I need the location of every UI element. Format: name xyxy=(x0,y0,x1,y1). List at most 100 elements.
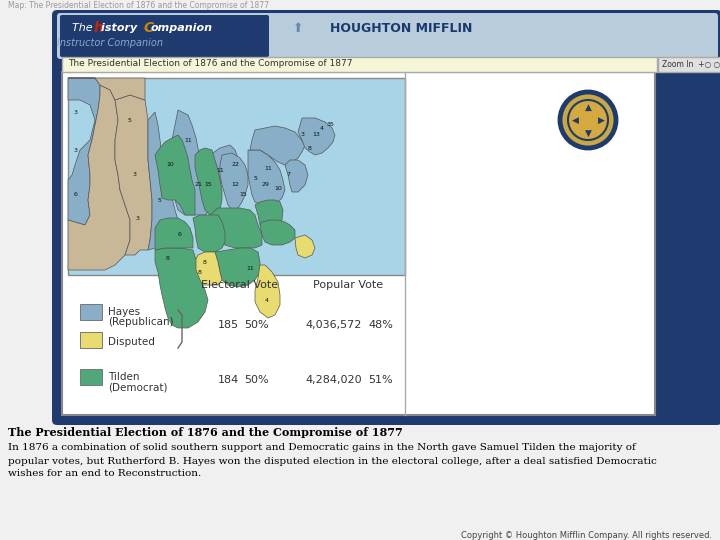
Text: Map: The Presidential Election of 1876 and the Compromise of 1877: Map: The Presidential Election of 1876 a… xyxy=(8,1,269,10)
Text: 22: 22 xyxy=(231,163,239,167)
Circle shape xyxy=(568,100,608,140)
Polygon shape xyxy=(168,110,218,215)
Polygon shape xyxy=(193,215,225,252)
Polygon shape xyxy=(155,135,195,215)
Text: istory: istory xyxy=(101,23,141,33)
Text: 3: 3 xyxy=(74,147,78,152)
Text: Popular Vote: Popular Vote xyxy=(313,280,383,290)
Polygon shape xyxy=(215,248,260,287)
Polygon shape xyxy=(195,148,222,215)
Text: 29: 29 xyxy=(261,183,269,187)
Text: Hayes: Hayes xyxy=(108,307,140,317)
Text: The Presidential Election of 1876 and the Compromise of 1877: The Presidential Election of 1876 and th… xyxy=(8,428,402,438)
Text: The: The xyxy=(72,23,96,33)
Text: 11: 11 xyxy=(216,167,224,172)
Text: h: h xyxy=(94,21,104,35)
Polygon shape xyxy=(255,200,283,232)
Text: 4: 4 xyxy=(320,125,324,131)
Polygon shape xyxy=(155,248,208,328)
Bar xyxy=(68,78,405,275)
Text: 50%: 50% xyxy=(244,375,269,385)
Polygon shape xyxy=(208,145,238,195)
Polygon shape xyxy=(68,85,130,270)
Text: Disputed: Disputed xyxy=(108,337,155,347)
Text: 48%: 48% xyxy=(368,320,393,330)
Polygon shape xyxy=(148,112,178,250)
Text: ▶: ▶ xyxy=(598,116,604,125)
Text: 15: 15 xyxy=(239,192,247,198)
Polygon shape xyxy=(255,265,280,318)
Polygon shape xyxy=(193,252,222,285)
Text: 4,284,020: 4,284,020 xyxy=(305,375,361,385)
Text: 15: 15 xyxy=(204,183,212,187)
Text: (Republican): (Republican) xyxy=(108,317,174,327)
Text: 5: 5 xyxy=(253,176,257,180)
Text: 35: 35 xyxy=(326,123,334,127)
Polygon shape xyxy=(285,160,308,192)
Bar xyxy=(80,369,102,385)
Text: Copyright © Houghton Mifflin Company. All rights reserved.: Copyright © Houghton Mifflin Company. Al… xyxy=(461,530,712,539)
Text: 12: 12 xyxy=(231,183,239,187)
Circle shape xyxy=(560,92,616,148)
FancyBboxPatch shape xyxy=(60,15,269,57)
Text: 13: 13 xyxy=(312,132,320,138)
Text: 8: 8 xyxy=(166,255,170,260)
Bar xyxy=(658,57,720,72)
Text: 8: 8 xyxy=(198,269,202,274)
Text: 3: 3 xyxy=(301,132,305,138)
FancyBboxPatch shape xyxy=(52,10,720,425)
Polygon shape xyxy=(248,150,285,205)
Text: ◀: ◀ xyxy=(572,116,578,125)
Text: 11: 11 xyxy=(264,165,272,171)
Text: 3: 3 xyxy=(74,110,78,114)
Text: 8: 8 xyxy=(308,145,312,151)
Text: (Democrat): (Democrat) xyxy=(108,382,168,392)
Text: wishes for an end to Reconstruction.: wishes for an end to Reconstruction. xyxy=(8,469,202,478)
Text: 6: 6 xyxy=(74,192,78,198)
Bar xyxy=(62,72,655,415)
Text: 184: 184 xyxy=(218,375,239,385)
Bar xyxy=(62,57,657,72)
Text: 5: 5 xyxy=(158,198,162,202)
Polygon shape xyxy=(68,78,145,100)
Text: 7: 7 xyxy=(286,172,290,178)
Polygon shape xyxy=(295,235,315,258)
Text: 51%: 51% xyxy=(368,375,392,385)
Text: In 1876 a combination of solid southern support and Democratic gains in the Nort: In 1876 a combination of solid southern … xyxy=(8,443,636,453)
Text: ompanion: ompanion xyxy=(151,23,213,33)
Text: HOUGHTON MIFFLIN: HOUGHTON MIFFLIN xyxy=(330,22,472,35)
Bar xyxy=(80,332,102,348)
Text: 4: 4 xyxy=(265,298,269,302)
Text: 8: 8 xyxy=(203,260,207,265)
Polygon shape xyxy=(250,126,305,165)
Text: Zoom In  +○ ○ ⊙ - Zoom Out: Zoom In +○ ○ ⊙ - Zoom Out xyxy=(662,59,720,69)
Text: 4,036,572: 4,036,572 xyxy=(305,320,361,330)
Text: 6: 6 xyxy=(178,233,182,238)
Text: 10: 10 xyxy=(166,163,174,167)
Polygon shape xyxy=(298,118,335,155)
Polygon shape xyxy=(68,78,100,225)
Text: 3: 3 xyxy=(136,215,140,220)
Text: 185: 185 xyxy=(218,320,239,330)
Text: The Presidential Election of 1876 and the Compromise of 1877: The Presidential Election of 1876 and th… xyxy=(68,59,353,69)
Polygon shape xyxy=(220,153,248,210)
Text: C: C xyxy=(143,21,153,35)
FancyBboxPatch shape xyxy=(57,13,718,59)
Polygon shape xyxy=(155,218,193,250)
Text: Electoral Vote: Electoral Vote xyxy=(202,280,279,290)
Polygon shape xyxy=(210,208,262,248)
Text: 21: 21 xyxy=(194,183,202,187)
Text: Instructor Companion: Instructor Companion xyxy=(57,38,163,48)
Text: 50%: 50% xyxy=(244,320,269,330)
Text: 11: 11 xyxy=(246,266,254,271)
Text: Tilden: Tilden xyxy=(108,372,140,382)
Text: 3: 3 xyxy=(133,172,137,178)
Text: ▼: ▼ xyxy=(585,129,591,138)
Text: 11: 11 xyxy=(184,138,192,143)
Bar xyxy=(80,304,102,320)
Text: 10: 10 xyxy=(274,186,282,191)
Text: ▲: ▲ xyxy=(585,103,591,111)
Polygon shape xyxy=(115,95,152,255)
Polygon shape xyxy=(260,220,295,245)
Text: 5: 5 xyxy=(128,118,132,123)
